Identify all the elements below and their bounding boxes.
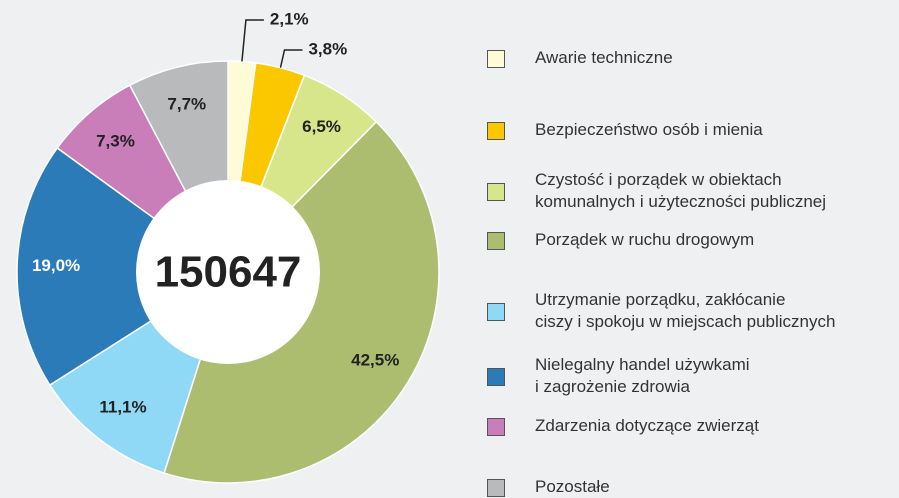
legend-label: Porządek w ruchu drogowym — [535, 230, 755, 249]
legend-label: Nielegalny handel używkami i zagrożenie … — [535, 355, 750, 396]
center-label: 150647 — [155, 248, 302, 297]
legend-label: Zdarzenia dotyczące zwierząt — [535, 416, 759, 435]
leader-line — [241, 19, 264, 62]
legend-swatch — [487, 368, 505, 386]
value-label: 42,5% — [351, 350, 399, 369]
legend-label: Pozostałe — [535, 477, 610, 496]
value-label: 6,5% — [302, 117, 341, 136]
wedge — [16, 146, 230, 387]
legend-label: Bezpieczeństwo osób i mienia — [535, 120, 763, 139]
leader-line — [279, 49, 303, 68]
legend-swatch — [487, 232, 505, 250]
donut-hole — [136, 180, 320, 364]
legend-swatch — [487, 479, 505, 497]
value-label: 2,1% — [270, 9, 309, 28]
legend-label: Awarie techniczne — [535, 48, 673, 67]
value-label: 11,1% — [99, 398, 146, 417]
legend-label: Utrzymanie porządku, zakłócanie ciszy i … — [535, 290, 836, 331]
legend-swatch — [487, 418, 505, 436]
legend-swatch — [487, 122, 505, 140]
value-label: 3,8% — [308, 39, 347, 58]
value-label: 7,3% — [96, 131, 135, 150]
legend-swatch — [487, 50, 505, 68]
legend-swatch — [487, 183, 505, 201]
value-label: 7,7% — [167, 94, 206, 113]
legend-label: Czystość i porządek w obiektach komunaln… — [535, 170, 827, 211]
value-label: 19,0% — [32, 256, 80, 275]
legend-swatch — [487, 303, 505, 321]
